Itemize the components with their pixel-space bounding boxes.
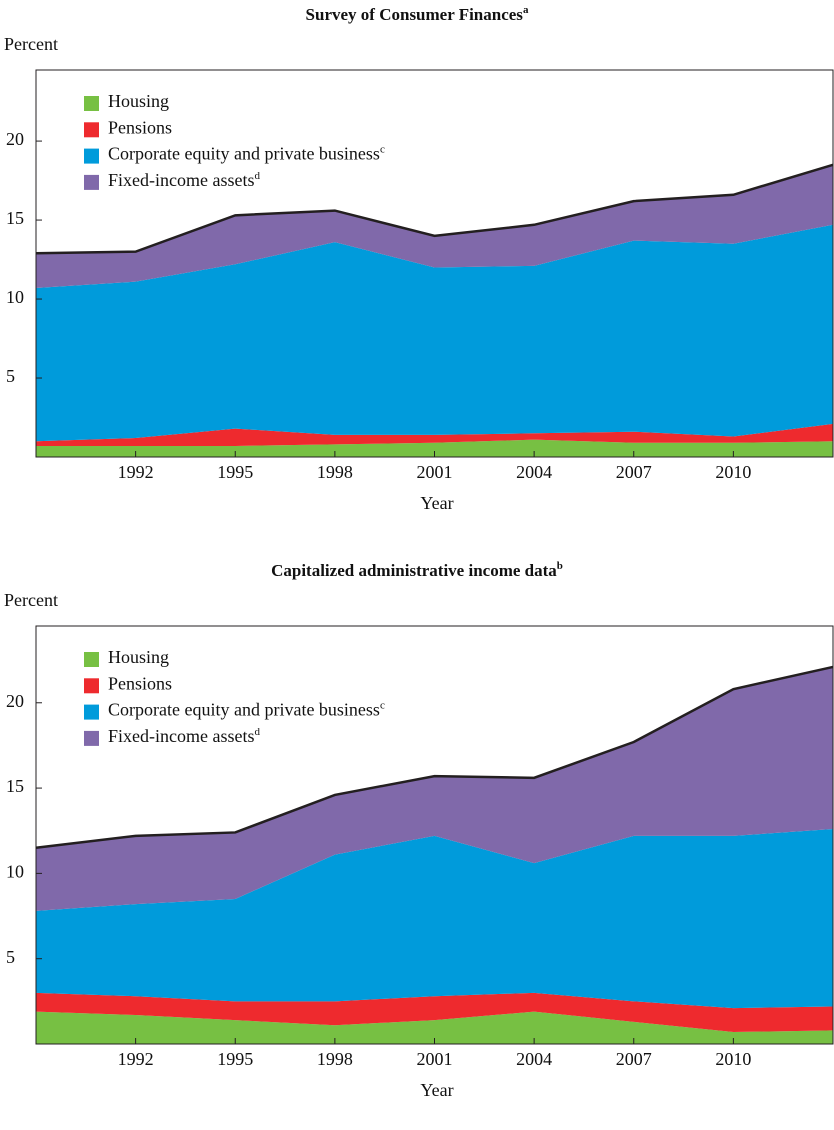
area (36, 423, 833, 446)
legend-label: Pensions (108, 673, 172, 693)
y-tick-label: 10 (6, 287, 24, 307)
legend-text: Pensions (108, 673, 172, 693)
legend-swatch (84, 122, 99, 138)
y-tick-label: 5 (6, 366, 15, 386)
x-tick-label: 1998 (317, 462, 353, 482)
legend-swatch (84, 704, 99, 720)
x-tick-label: 2010 (715, 1049, 751, 1069)
legend-label: Housing (108, 91, 169, 111)
legend-text: Fixed-income assets (108, 170, 254, 190)
y-tick-label: 10 (6, 862, 24, 882)
x-tick-label: 2001 (417, 1049, 453, 1069)
x-tick-label: 2007 (616, 1049, 652, 1069)
legend-superscript: d (254, 169, 260, 181)
legend-superscript: c (380, 143, 385, 155)
y-tick-label: 5 (6, 947, 15, 967)
x-tick-label: 1995 (217, 462, 253, 482)
total-outline (35, 163, 834, 255)
y-axis-label: Percent (4, 34, 58, 54)
legend-swatch (84, 174, 99, 190)
legend-superscript: d (254, 725, 260, 737)
chart-title: Capitalized administrative income datab (271, 560, 563, 580)
chart-title-text: Capitalized administrative income data (271, 561, 557, 580)
legend-swatch (84, 730, 99, 746)
legend-superscript: c (380, 699, 385, 711)
x-tick-label: 2001 (417, 462, 453, 482)
legend-text: Pensions (108, 117, 172, 137)
legend-swatch (84, 148, 99, 164)
x-tick-label: 2004 (516, 1049, 552, 1069)
x-tick-label: 1998 (317, 1049, 353, 1069)
x-axis-label: Year (420, 493, 453, 513)
title-superscript: b (557, 560, 563, 572)
area (36, 1011, 833, 1044)
legend-swatch (84, 652, 99, 667)
area (36, 829, 833, 1009)
x-tick-label: 1992 (118, 1049, 154, 1069)
area (36, 224, 833, 442)
area (36, 164, 833, 288)
chart-title-text: Survey of Consumer Finances (306, 5, 524, 24)
y-tick-label: 20 (6, 129, 24, 149)
legend-text: Fixed-income assets (108, 726, 254, 746)
area (36, 992, 833, 1033)
legend-text: Corporate equity and private business (108, 144, 380, 164)
legend-text: Housing (108, 647, 169, 667)
y-tick-label: 20 (6, 691, 24, 711)
area (36, 666, 833, 911)
legend-swatch (84, 678, 99, 694)
legend-swatch (84, 96, 99, 111)
x-tick-label: 2007 (616, 462, 652, 482)
y-tick-label: 15 (6, 776, 24, 796)
legend-label: Fixed-income assetsd (108, 725, 260, 746)
legend-label: Corporate equity and private businessc (108, 699, 385, 720)
x-axis-label: Year (420, 1080, 453, 1100)
x-tick-label: 2004 (516, 462, 552, 482)
y-tick-label: 15 (6, 208, 24, 228)
legend-label: Housing (108, 647, 169, 667)
x-tick-label: 2010 (715, 462, 751, 482)
x-tick-label: 1992 (118, 462, 154, 482)
chart-title: Survey of Consumer Financesa (306, 4, 529, 24)
title-superscript: a (523, 4, 529, 16)
total-outline (35, 665, 834, 850)
legend-label: Corporate equity and private businessc (108, 143, 385, 164)
legend-label: Pensions (108, 117, 172, 137)
y-axis-label: Percent (4, 590, 58, 610)
legend-label: Fixed-income assetsd (108, 169, 260, 190)
legend-text: Corporate equity and private business (108, 700, 380, 720)
x-tick-label: 1995 (217, 1049, 253, 1069)
legend-text: Housing (108, 91, 169, 111)
